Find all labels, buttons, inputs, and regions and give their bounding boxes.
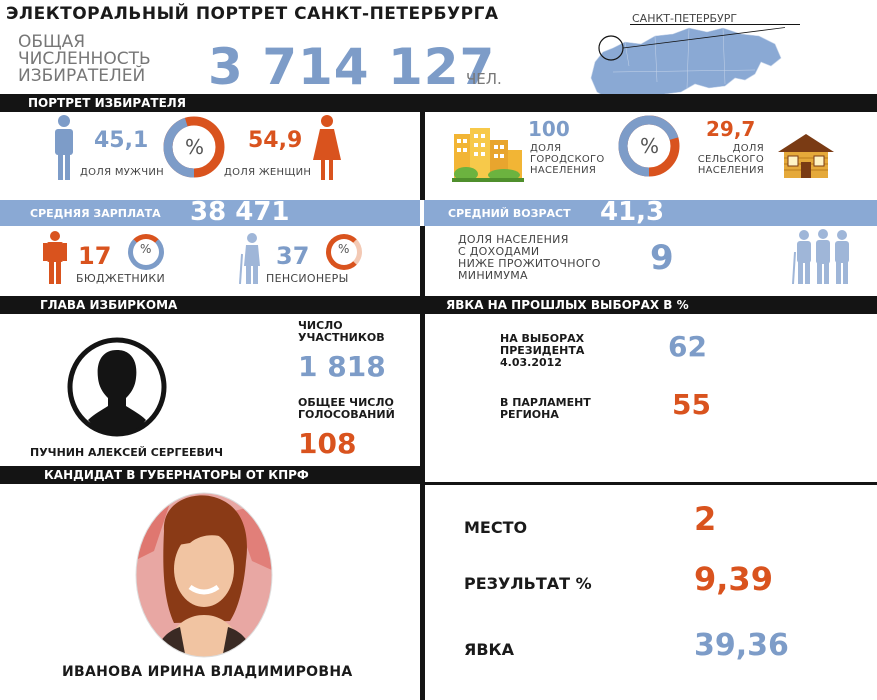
parliament-label-2: РЕГИОНА	[500, 408, 559, 421]
gender-percent-sign: %	[185, 135, 205, 159]
candidate-section-bar: КАНДИДАТ В ГУБЕРНАТОРЫ ОТ КПРФ	[0, 466, 420, 484]
women-label: ДОЛЯ ЖЕНЩИН	[224, 167, 312, 178]
votes-value: 108	[298, 427, 357, 460]
candidate-name: ИВАНОВА ИРИНА ВЛАДИМИРОВНА	[62, 664, 353, 680]
commission-section-bar: ГЛАВА ИЗБИРКОМА ЯВКА НА ПРОШЛЫХ ВЫБОРАХ …	[0, 296, 877, 314]
map-city-label: САНКТ-ПЕТЕРБУРГ	[632, 12, 738, 25]
city-buildings-icon	[452, 126, 524, 186]
urban-label-1: ДОЛЯ	[530, 143, 562, 154]
divider-vertical-2	[420, 200, 424, 226]
president-turnout-value: 62	[668, 330, 707, 363]
members-label-1: ЧИСЛО	[298, 319, 343, 332]
rural-label-3: НАСЕЛЕНИЯ	[697, 165, 764, 176]
pension-ring	[326, 234, 362, 270]
parliament-label-1: В ПАРЛАМЕНТ	[500, 396, 591, 409]
commission-section-title: ГЛАВА ИЗБИРКОМА	[40, 298, 178, 312]
members-value: 1 818	[298, 350, 386, 383]
salary-value: 38 471	[190, 197, 290, 227]
rural-value: 29,7	[706, 117, 756, 141]
poverty-label: ДОЛЯ НАСЕЛЕНИЯ С ДОХОДАМИ НИЖЕ ПРОЖИТОЧН…	[458, 234, 601, 282]
woman-icon	[312, 114, 342, 184]
president-label-1: НА ВЫБОРАХ	[500, 332, 585, 345]
candidate-turnout-value: 39,36	[694, 628, 789, 663]
man-icon	[52, 114, 76, 184]
result-value: 9,39	[694, 560, 773, 598]
members-label: ЧИСЛО УЧАСТНИКОВ	[298, 320, 385, 344]
rural-label-2: СЕЛЬСКОГО	[697, 154, 764, 165]
commission-head-avatar	[66, 336, 168, 442]
budget-label: БЮДЖЕТНИКИ	[76, 272, 166, 285]
urban-label-2: ГОРОДСКОГО	[530, 154, 605, 165]
poverty-label-3: НИЖЕ ПРОЖИТОЧНОГО	[458, 257, 601, 270]
budget-percent-sign: %	[140, 242, 152, 256]
settlement-percent-sign: %	[640, 134, 660, 158]
pension-value: 37	[276, 242, 310, 270]
president-turnout-label: НА ВЫБОРАХ ПРЕЗИДЕНТА 4.03.2012	[500, 333, 584, 369]
urban-label: ДОЛЯ ГОРОДСКОГО НАСЕЛЕНИЯ	[530, 143, 605, 176]
men-value: 45,1	[94, 128, 149, 153]
members-label-2: УЧАСТНИКОВ	[298, 331, 385, 344]
ring-segment	[618, 115, 680, 177]
candidate-turnout-label: ЯВКА	[464, 640, 514, 659]
parliament-turnout-label: В ПАРЛАМЕНТ РЕГИОНА	[500, 397, 591, 421]
urban-value: 100	[528, 117, 570, 141]
women-value: 54,9	[248, 128, 303, 153]
village-house-icon	[776, 132, 836, 184]
elderly-group-icon	[792, 228, 854, 288]
poverty-label-4: МИНИМУМА	[458, 269, 528, 282]
portrait-section-bar: ПОРТРЕТ ИЗБИРАТЕЛЯ	[0, 94, 877, 112]
divider-vertical-1	[420, 110, 425, 200]
salary-label: СРЕДНЯЯ ЗАРПЛАТА	[30, 207, 161, 220]
voters-label-line-2: ЧИСЛЕННОСТЬ	[18, 49, 151, 69]
commission-head-name: ПУЧНИН АЛЕКСЕЙ СЕРГЕЕВИЧ	[30, 446, 223, 459]
pension-percent-sign: %	[338, 242, 350, 256]
ring-segment	[163, 116, 225, 178]
budget-value: 17	[78, 242, 112, 270]
poverty-label-2: С ДОХОДАМИ	[458, 245, 540, 258]
poverty-value: 9	[650, 238, 674, 278]
settlement-ring	[617, 114, 681, 182]
voters-label: ОБЩАЯ ЧИСЛЕННОСТЬ ИЗБИРАТЕЛЕЙ	[18, 34, 151, 85]
voters-label-line-3: ИЗБИРАТЕЛЕЙ	[18, 66, 146, 86]
voters-unit: ЧЕЛ.	[466, 70, 502, 88]
result-label: РЕЗУЛЬТАТ %	[464, 574, 592, 593]
salary-age-bar	[0, 200, 877, 226]
page-title: ЭЛЕКТОРАЛЬНЫЙ ПОРТРЕТ САНКТ-ПЕТЕРБУРГА	[6, 4, 499, 24]
place-value: 2	[694, 500, 717, 538]
candidate-section-title: КАНДИДАТ В ГУБЕРНАТОРЫ ОТ КПРФ	[44, 468, 309, 482]
votes-label-2: ГОЛОСОВАНИЙ	[298, 408, 395, 421]
divider-vertical-3	[420, 226, 425, 298]
pension-label: ПЕНСИОНЕРЫ	[266, 272, 349, 285]
map-label-underline	[630, 24, 800, 25]
budget-worker-icon	[42, 230, 68, 288]
place-label: МЕСТО	[464, 518, 528, 537]
men-label: ДОЛЯ МУЖЧИН	[80, 167, 164, 178]
portrait-section-title: ПОРТРЕТ ИЗБИРАТЕЛЯ	[28, 96, 187, 110]
voters-label-line-1: ОБЩАЯ	[18, 32, 86, 52]
poverty-label-1: ДОЛЯ НАСЕЛЕНИЯ	[458, 233, 569, 246]
age-value: 41,3	[600, 197, 665, 227]
budget-ring	[128, 234, 164, 270]
rural-label-1: ДОЛЯ	[732, 143, 764, 154]
candidate-photo	[134, 491, 274, 663]
voters-value: 3 714 127	[208, 38, 496, 96]
president-label-2: ПРЕЗИДЕНТА	[500, 344, 585, 357]
candidate-section-line-right	[420, 482, 877, 485]
president-label-3: 4.03.2012	[500, 356, 562, 369]
rural-label: ДОЛЯ СЕЛЬСКОГО НАСЕЛЕНИЯ	[696, 143, 764, 176]
pensioner-icon	[238, 232, 264, 288]
gender-ring	[162, 115, 226, 183]
votes-label: ОБЩЕЕ ЧИСЛО ГОЛОСОВАНИЙ	[298, 397, 395, 421]
turnout-section-title: ЯВКА НА ПРОШЛЫХ ВЫБОРАХ В %	[446, 298, 689, 312]
divider-vertical-4	[420, 296, 425, 700]
age-label: СРЕДНИЙ ВОЗРАСТ	[448, 207, 571, 220]
votes-label-1: ОБЩЕЕ ЧИСЛО	[298, 396, 394, 409]
urban-label-3: НАСЕЛЕНИЯ	[530, 165, 597, 176]
parliament-turnout-value: 55	[672, 388, 711, 421]
